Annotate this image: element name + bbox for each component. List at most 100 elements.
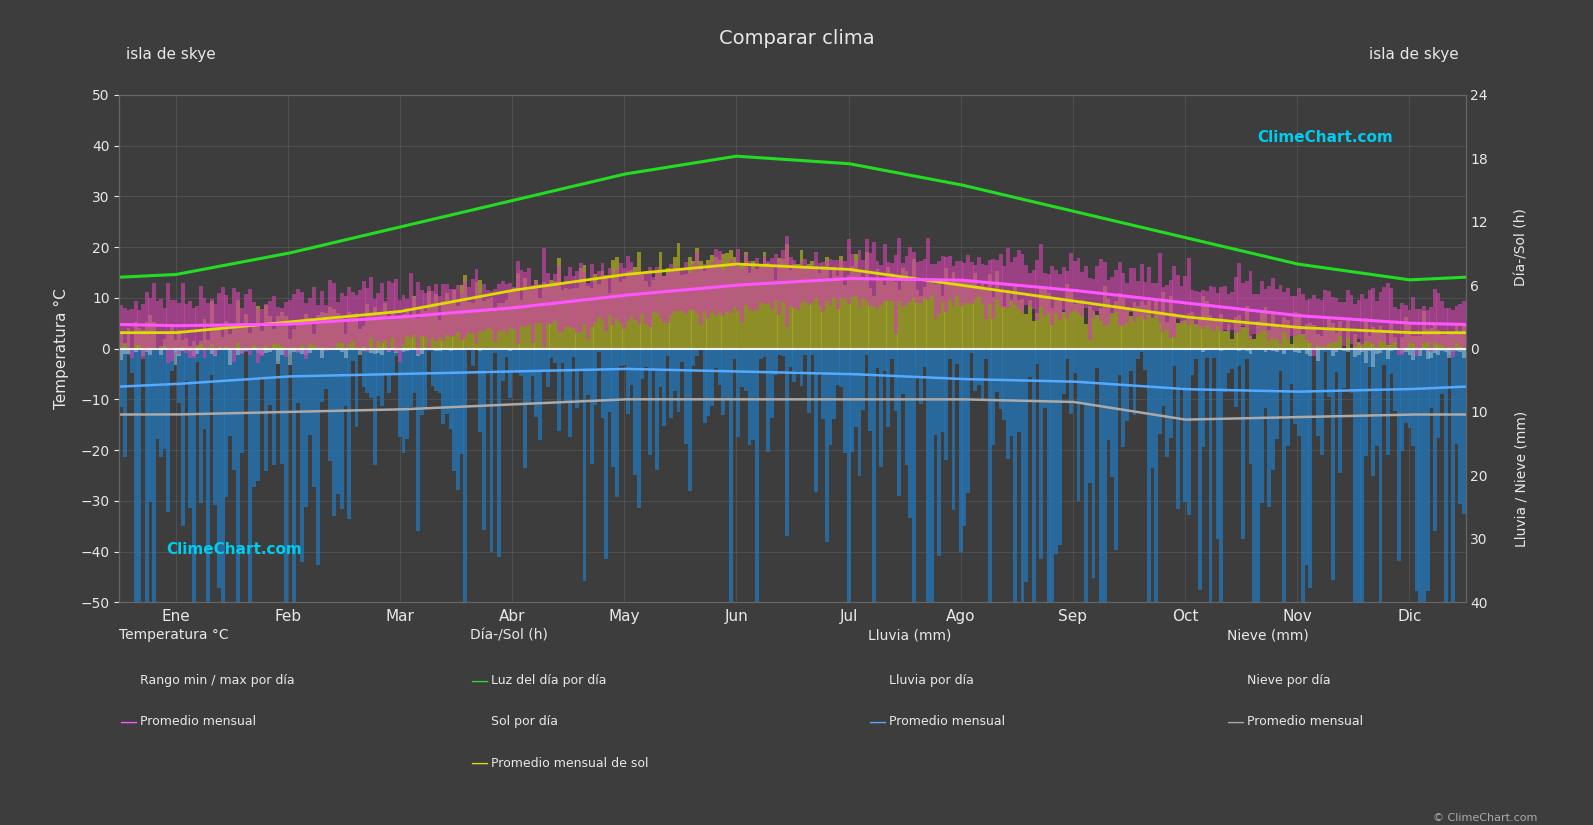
Bar (355, 313, 358, 348)
Bar (419, 290, 424, 336)
Bar (1330, 298, 1335, 342)
Bar (1027, 273, 1032, 306)
Bar (1155, 284, 1158, 316)
Bar (589, 348, 594, 464)
Bar (744, 252, 747, 348)
Bar (730, 250, 733, 348)
Bar (1227, 294, 1230, 332)
Bar (441, 300, 446, 348)
Bar (828, 348, 833, 445)
Bar (1360, 294, 1364, 346)
Bar (1341, 302, 1346, 346)
Bar (523, 278, 527, 348)
Bar (1077, 301, 1080, 348)
Bar (1102, 286, 1107, 348)
Bar (244, 294, 247, 351)
Bar (669, 348, 674, 418)
Bar (822, 348, 825, 419)
Bar (1400, 348, 1403, 353)
Bar (268, 348, 272, 405)
Bar (483, 284, 486, 331)
Bar (1383, 286, 1386, 342)
Bar (347, 312, 350, 348)
Bar (1204, 348, 1209, 350)
Text: Rango min / max por día: Rango min / max por día (140, 674, 295, 687)
Bar (725, 267, 730, 312)
Bar (691, 348, 696, 366)
Bar (276, 317, 280, 348)
Bar (655, 266, 660, 313)
Bar (836, 348, 840, 385)
Bar (508, 348, 513, 398)
Bar (879, 348, 883, 467)
Bar (1241, 328, 1246, 348)
Bar (148, 315, 153, 348)
Bar (1212, 348, 1215, 358)
Bar (1136, 280, 1141, 318)
Bar (637, 252, 640, 348)
Bar (789, 270, 793, 348)
Bar (1375, 348, 1380, 446)
Bar (126, 348, 131, 355)
Bar (430, 291, 435, 338)
Bar (811, 265, 814, 303)
Bar (1274, 348, 1279, 439)
Bar (828, 260, 833, 305)
Bar (948, 348, 953, 359)
Bar (1294, 348, 1297, 351)
Bar (1397, 348, 1400, 561)
Bar (478, 348, 483, 351)
Bar (755, 258, 758, 309)
Bar (752, 348, 755, 440)
Bar (658, 273, 663, 318)
Bar (589, 288, 594, 348)
Bar (1443, 348, 1448, 352)
Bar (758, 265, 763, 348)
Bar (736, 348, 741, 437)
Bar (1121, 348, 1125, 447)
Bar (1408, 348, 1411, 356)
Bar (430, 348, 435, 386)
Bar (699, 262, 703, 348)
Bar (741, 348, 744, 388)
Bar (1099, 259, 1102, 321)
Bar (1147, 267, 1150, 314)
Bar (1013, 284, 1016, 348)
Bar (597, 284, 601, 348)
Bar (1400, 337, 1403, 348)
Bar (1368, 348, 1372, 367)
Bar (1268, 285, 1271, 341)
Bar (1349, 295, 1354, 344)
Bar (320, 291, 323, 346)
Bar (249, 348, 252, 602)
Bar (315, 305, 320, 347)
Bar (703, 348, 707, 423)
Bar (785, 236, 789, 327)
Bar (916, 348, 919, 378)
Bar (601, 271, 604, 348)
Bar (1118, 293, 1121, 348)
Bar (284, 303, 288, 357)
Bar (601, 348, 604, 418)
Bar (1125, 283, 1129, 323)
Bar (629, 271, 634, 348)
Bar (626, 271, 629, 348)
Bar (553, 274, 558, 321)
Bar (911, 252, 916, 299)
Bar (1085, 348, 1088, 602)
Text: —: — (1227, 713, 1244, 731)
Bar (1364, 348, 1368, 363)
Bar (803, 259, 808, 300)
Bar (1158, 348, 1161, 434)
Bar (1043, 273, 1047, 316)
Bar (217, 293, 221, 346)
Bar (1319, 348, 1324, 455)
Bar (1169, 296, 1172, 348)
Bar (1279, 285, 1282, 344)
Bar (419, 348, 424, 415)
Bar (1338, 321, 1343, 348)
Bar (763, 252, 766, 348)
Bar (965, 348, 970, 493)
Bar (1010, 348, 1013, 436)
Bar (542, 282, 546, 348)
